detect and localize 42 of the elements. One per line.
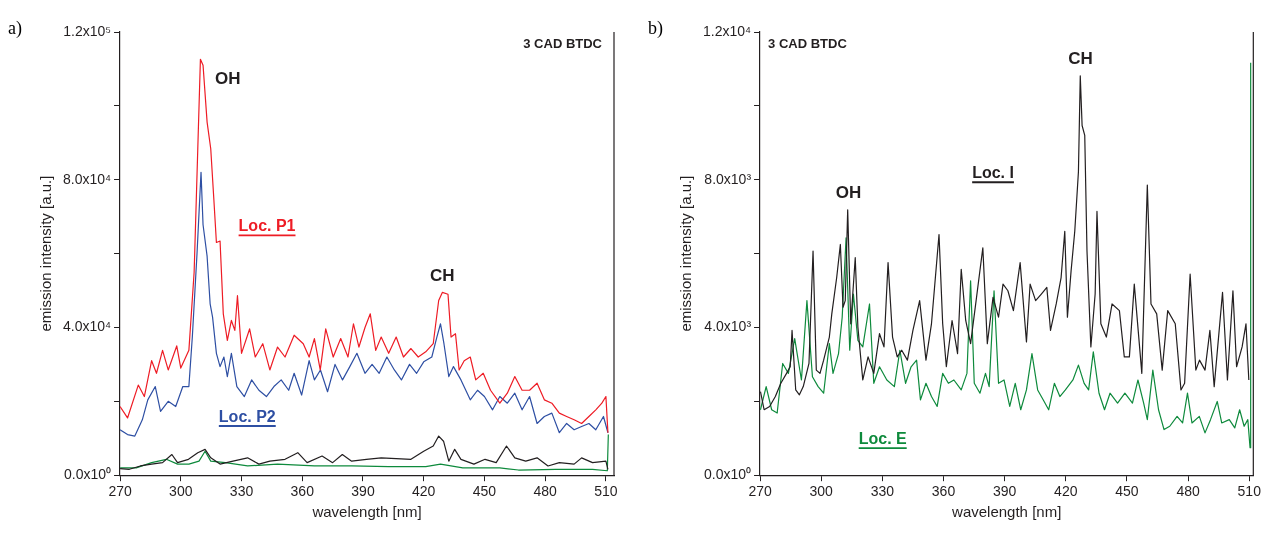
- x-tick-label: 300: [169, 483, 193, 500]
- x-tick-label: 270: [748, 483, 772, 500]
- chart-title: b): [648, 18, 663, 39]
- text: Loc. E: [858, 430, 908, 448]
- y-axis-title: emission intensity [a.u.]: [37, 175, 55, 332]
- x-tick-label: 510: [1237, 483, 1262, 500]
- y-tick-label: 1.2x10⁵: [63, 22, 112, 39]
- x-tick-label: 450: [472, 483, 497, 500]
- x-tick-label: 300: [809, 483, 834, 500]
- x-tick-label: 450: [1115, 483, 1139, 500]
- x-tick-label: 270: [108, 483, 132, 500]
- y-tick-label: 8.0x10³: [704, 170, 752, 187]
- y-axis-title: emission intensity [a.u.]: [677, 175, 695, 332]
- y-tick-label: 4.0x10³: [704, 318, 752, 335]
- y-tick-label: 1.2x10⁴: [702, 22, 752, 39]
- y-tick-label: 0.0x10⁰: [704, 466, 752, 483]
- x-tick-label: 510: [594, 483, 618, 500]
- y-tick-label: 0.0x10⁰: [64, 466, 112, 483]
- x-tick-label: 360: [290, 483, 315, 500]
- x-tick-label: 420: [412, 483, 436, 500]
- x-axis-title: wavelength [nm]: [311, 503, 422, 521]
- x-axis-title: wavelength [nm]: [951, 503, 1062, 521]
- annotation: CH: [429, 265, 455, 285]
- x-tick-label: 390: [992, 483, 1017, 500]
- annotation: 3 CAD BTDC: [768, 36, 848, 52]
- x-tick-label: 330: [870, 483, 895, 500]
- y-tick-label: 4.0x10⁴: [62, 318, 112, 335]
- chart-title: a): [8, 18, 22, 39]
- x-tick-label: 480: [1176, 483, 1200, 500]
- annotation: CH: [1068, 49, 1093, 69]
- annotation: OH: [835, 182, 862, 202]
- x-tick-label: 390: [351, 483, 375, 500]
- series-label: Loc. P1: [238, 217, 296, 235]
- annotation: OH: [215, 68, 241, 88]
- text: Loc. I: [972, 164, 1014, 182]
- y-tick-label: 8.0x10⁴: [62, 170, 112, 187]
- series-label: Loc. P2: [218, 408, 276, 426]
- x-tick-label: 480: [533, 483, 558, 500]
- annotation: 3 CAD BTDC: [523, 36, 603, 52]
- x-tick-label: 420: [1054, 483, 1078, 500]
- x-tick-label: 330: [229, 483, 254, 500]
- x-tick-label: 360: [931, 483, 956, 500]
